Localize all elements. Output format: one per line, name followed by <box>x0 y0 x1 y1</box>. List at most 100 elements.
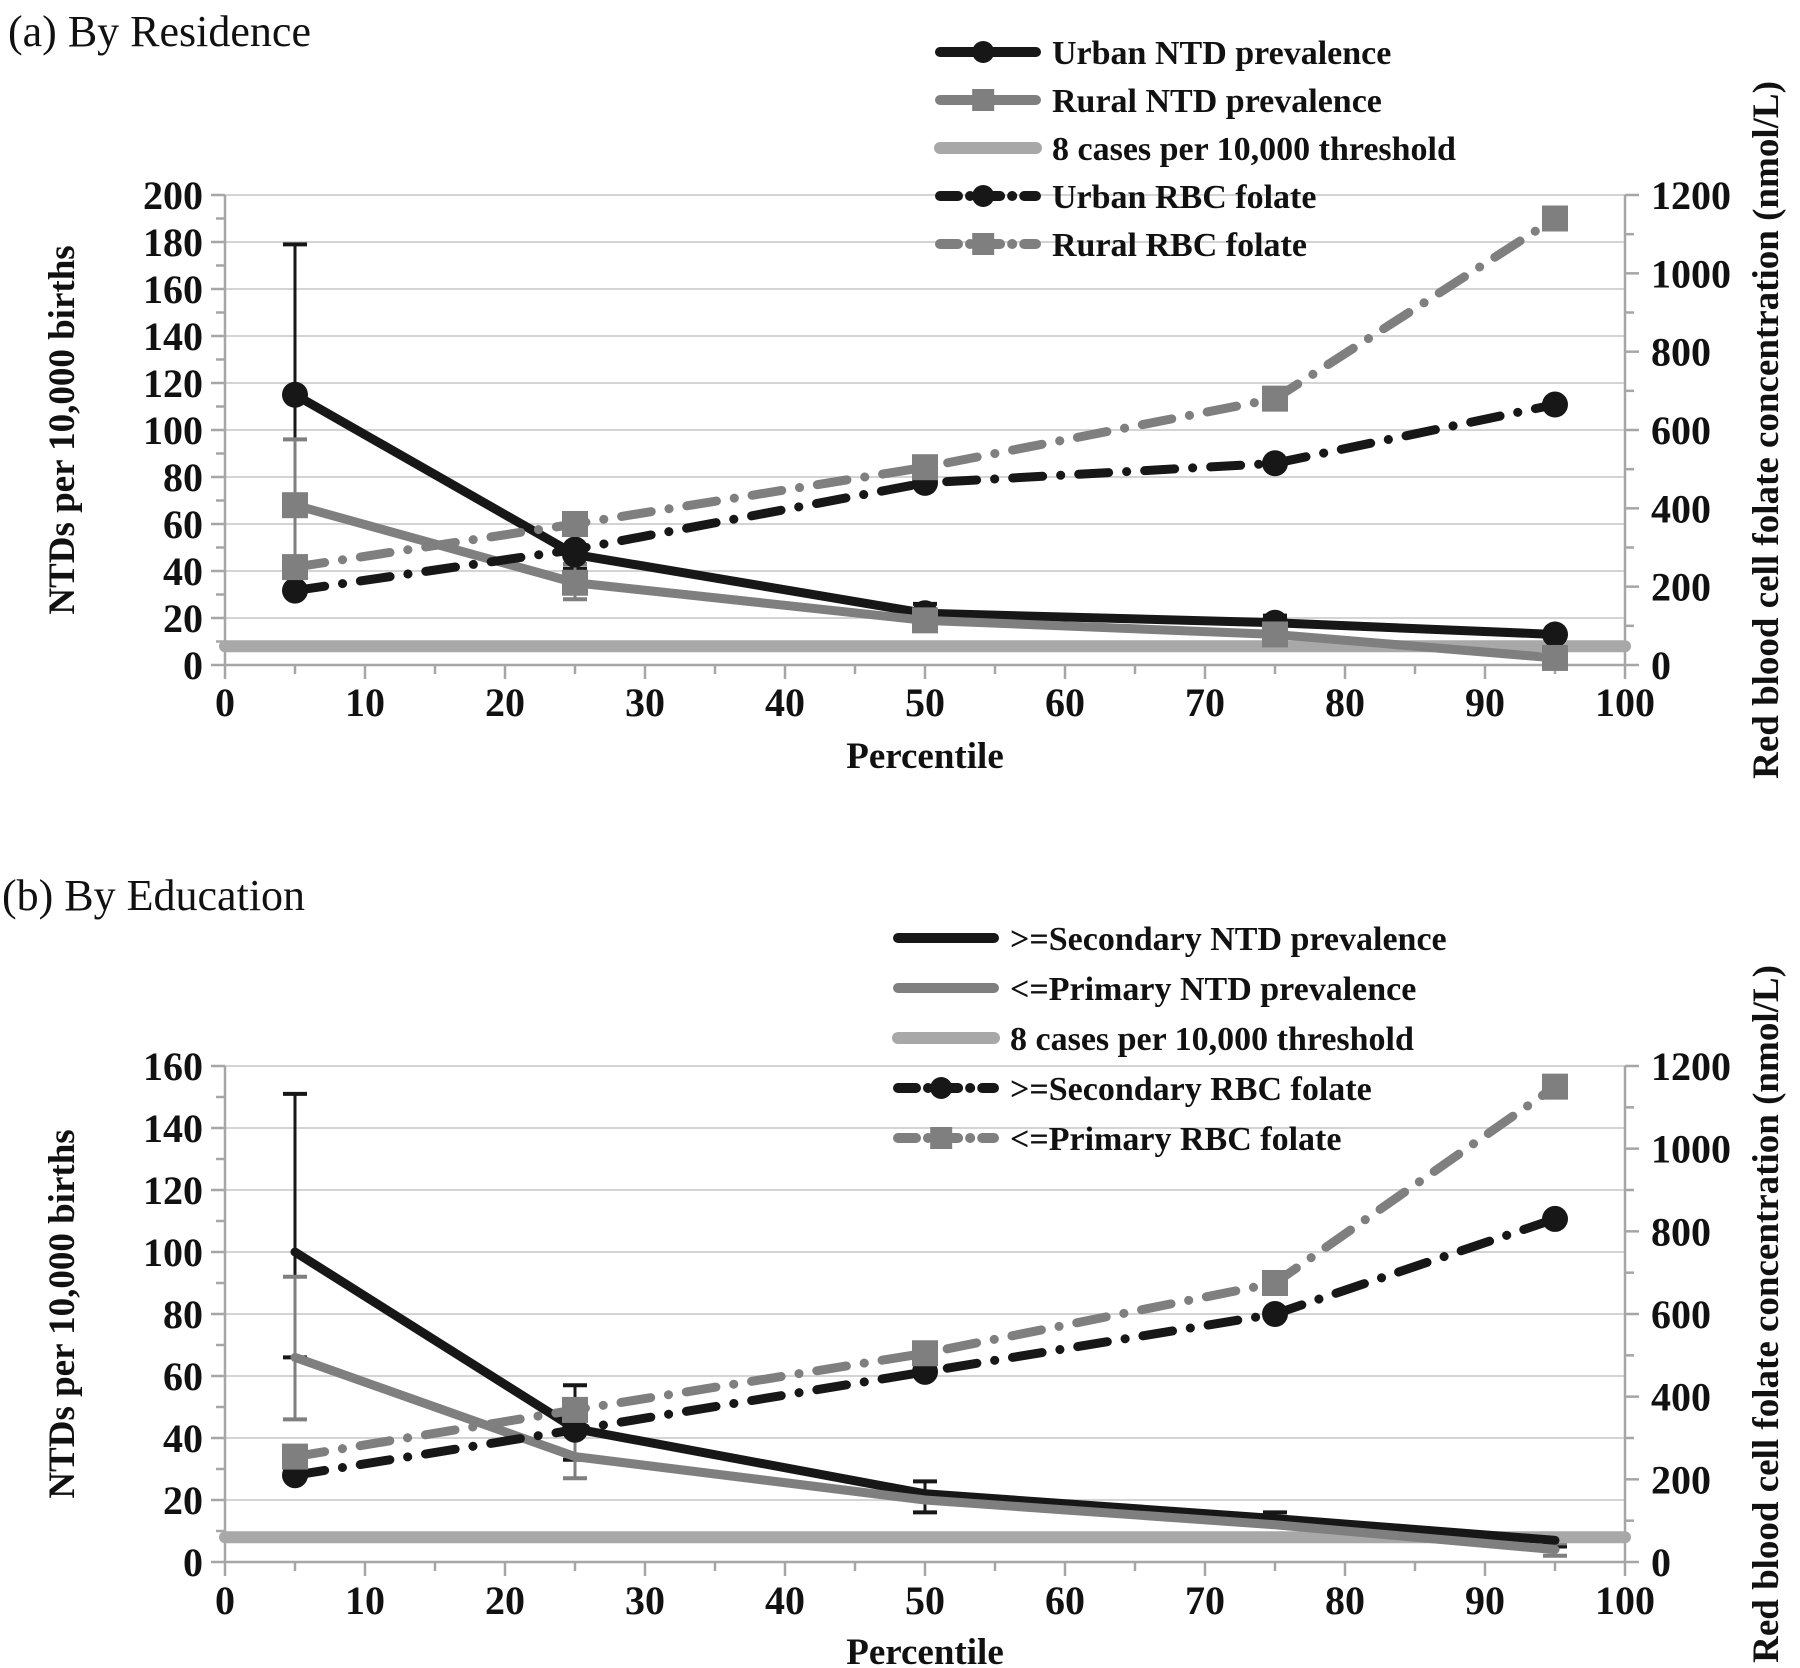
legend-label: Urban RBC folate <box>1052 179 1316 216</box>
legend-label: >=Secondary RBC folate <box>1010 1071 1372 1108</box>
data-point <box>282 554 308 581</box>
x-axis-tick-label: 70 <box>1185 1578 1225 1623</box>
x-axis-tick-label: 80 <box>1325 1578 1365 1623</box>
y-right-tick-label: 600 <box>1651 408 1711 453</box>
data-point <box>1262 621 1288 648</box>
data-point <box>562 536 588 563</box>
legend-label: Rural NTD prevalence <box>1052 83 1382 120</box>
y-right-tick-label: 0 <box>1651 1540 1671 1585</box>
y-left-tick-label: 60 <box>163 502 203 547</box>
x-axis-title: Percentile <box>846 1632 1004 1668</box>
x-axis-tick-label: 80 <box>1325 680 1365 725</box>
data-point <box>1542 621 1568 648</box>
data-point <box>1542 391 1568 418</box>
data-point <box>1262 450 1288 477</box>
data-point <box>562 1396 588 1423</box>
x-axis-tick-label: 10 <box>345 1578 385 1623</box>
panel-b: 0 10 20 30 40 50 60 70 80 90 100020406080100120140… <box>2 871 1787 1668</box>
y-left-tick-label: 160 <box>143 1044 203 1089</box>
series-line <box>290 1352 1560 1555</box>
legend-label: Urban NTD prevalence <box>1052 35 1391 72</box>
x-axis-tick-label: 60 <box>1045 680 1085 725</box>
x-axis-tick-label: 70 <box>1185 680 1225 725</box>
legend: >=Secondary NTD prevalence <=Primary NTD … <box>892 921 1447 1158</box>
panel-title: (b) By Education <box>2 871 305 920</box>
x-axis-tick-label: 10 <box>345 680 385 725</box>
y-left-tick-label: 40 <box>163 1416 203 1461</box>
legend-label: 8 cases per 10,000 threshold <box>1010 1021 1414 1058</box>
data-point <box>912 454 938 481</box>
error-bars <box>283 242 1287 642</box>
legend-marker <box>972 89 995 111</box>
legend-item: <=Primary NTD prevalence <box>893 971 1416 1008</box>
data-point <box>282 381 308 408</box>
panel-a: 0 10 20 30 40 50 60 70 80 90 100020406080100120140… <box>8 7 1787 779</box>
legend-marker <box>972 185 995 207</box>
series-line <box>290 214 1560 572</box>
y-left-tick-label: 180 <box>143 220 203 265</box>
y-axis-title-right: Red blood cell folate concentration (nmo… <box>1746 965 1787 1663</box>
y-right-tick-label: 1000 <box>1651 1127 1731 1172</box>
legend-item: <=Primary RBC folate <box>893 1121 1341 1158</box>
legend-item: 8 cases per 10,000 threshold <box>934 131 1456 168</box>
legend-marker <box>972 233 995 255</box>
data-point <box>1542 1073 1568 1100</box>
axis-ticks <box>211 1064 1639 1576</box>
x-axis-tick-label: 100 <box>1595 1578 1655 1623</box>
x-axis-tick-label: 20 <box>485 680 525 725</box>
data-point <box>912 1340 938 1367</box>
x-axis-tick-label: 0 <box>215 680 235 725</box>
legend-item: >=Secondary RBC folate <box>893 1071 1372 1108</box>
y-left-tick-label: 20 <box>163 1478 203 1523</box>
y-left-tick-label: 100 <box>143 1230 203 1275</box>
legend-label: >=Secondary NTD prevalence <box>1010 921 1447 958</box>
series-line <box>290 1082 1560 1462</box>
y-left-tick-label: 160 <box>143 267 203 312</box>
y-left-tick-label: 40 <box>163 549 203 594</box>
legend-item: Rural NTD prevalence <box>935 83 1382 120</box>
data-point <box>562 511 588 537</box>
y-left-tick-label: 80 <box>163 455 203 500</box>
legend-marker <box>930 1127 953 1149</box>
data-point <box>1542 644 1568 671</box>
y-left-tick-label: 120 <box>143 1168 203 1213</box>
x-axis-tick-label: 30 <box>625 1578 665 1623</box>
y-right-tick-label: 600 <box>1651 1292 1711 1337</box>
x-axis-tick-label: 50 <box>905 1578 945 1623</box>
legend-marker <box>972 41 995 63</box>
data-point <box>1542 1205 1568 1232</box>
series-line <box>290 500 1560 663</box>
legend-item: Urban RBC folate <box>935 179 1316 216</box>
data-point <box>282 1443 308 1470</box>
x-axis-tick-label: 20 <box>485 1578 525 1623</box>
x-axis-tick-label: 90 <box>1465 680 1505 725</box>
x-axis-tick-label: 100 <box>1595 680 1655 725</box>
y-right-tick-label: 1200 <box>1651 1044 1731 1089</box>
y-right-tick-label: 400 <box>1651 1375 1711 1420</box>
y-axis-title-left: NTDs per 10,000 births <box>42 1129 83 1498</box>
axis-ticks <box>211 193 1639 679</box>
y-left-tick-label: 0 <box>183 643 203 688</box>
data-point <box>282 492 308 519</box>
legend-item: 8 cases per 10,000 threshold <box>892 1021 1414 1058</box>
series-line <box>290 1247 1560 1545</box>
data-point <box>1262 1301 1288 1327</box>
x-axis-tick-label: 60 <box>1045 1578 1085 1623</box>
y-left-tick-label: 60 <box>163 1354 203 1399</box>
legend-label: <=Primary RBC folate <box>1010 1121 1341 1158</box>
y-right-tick-label: 0 <box>1651 643 1671 688</box>
y-axis-title-right: Red blood cell folate concentration (nmo… <box>1746 81 1787 779</box>
data-point <box>282 577 308 604</box>
y-axis-title-left: NTDs per 10,000 births <box>42 245 83 614</box>
x-axis-tick-label: 40 <box>765 680 805 725</box>
data-point <box>562 569 588 596</box>
error-bars <box>283 1091 1567 1558</box>
x-axis-tick-label: 0 <box>215 1578 235 1623</box>
y-right-tick-label: 1000 <box>1651 251 1731 296</box>
y-right-tick-label: 400 <box>1651 486 1711 531</box>
data-point <box>1262 1270 1288 1296</box>
gridlines <box>225 194 1625 619</box>
panel-title: (a) By Residence <box>8 7 311 56</box>
legend-label: <=Primary NTD prevalence <box>1010 971 1416 1008</box>
